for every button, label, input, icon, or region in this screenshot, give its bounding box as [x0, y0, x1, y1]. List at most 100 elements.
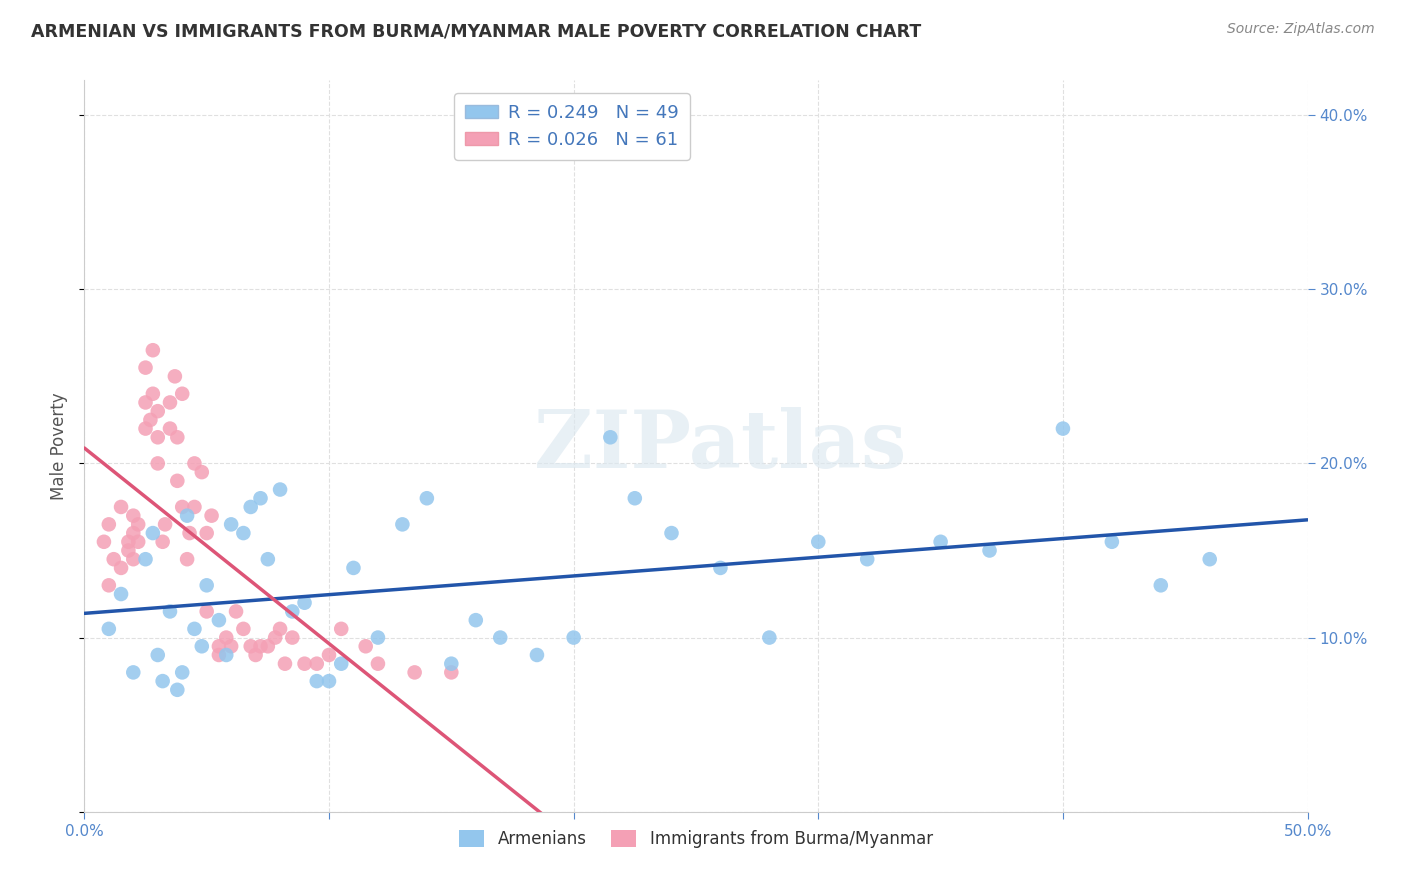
Point	[135, 360, 157, 375]
Point	[176, 552, 198, 566]
Point	[179, 526, 201, 541]
Point	[183, 622, 205, 636]
Point	[97, 622, 120, 636]
Point	[257, 552, 280, 566]
Point	[232, 622, 254, 636]
Point	[110, 561, 132, 575]
Point	[152, 674, 174, 689]
Point	[807, 534, 830, 549]
Point	[294, 657, 316, 671]
Point	[122, 526, 145, 541]
Point	[146, 457, 169, 471]
Point	[294, 596, 316, 610]
Point	[239, 640, 262, 654]
Point	[195, 578, 218, 592]
Point	[232, 526, 254, 541]
Point	[305, 657, 328, 671]
Point	[146, 430, 169, 444]
Point	[215, 631, 238, 645]
Point	[249, 491, 271, 506]
Point	[354, 640, 377, 654]
Point	[464, 613, 486, 627]
Point	[489, 631, 512, 645]
Point	[142, 526, 165, 541]
Point	[110, 587, 132, 601]
Point	[264, 631, 287, 645]
Point	[97, 517, 120, 532]
Point	[661, 526, 683, 541]
Point	[135, 395, 157, 409]
Point	[245, 648, 267, 662]
Point	[208, 640, 231, 654]
Point	[219, 640, 242, 654]
Point	[208, 613, 231, 627]
Point	[166, 682, 188, 697]
Point	[135, 552, 157, 566]
Point	[122, 552, 145, 566]
Point	[195, 526, 218, 541]
Point	[146, 404, 169, 418]
Text: Source: ZipAtlas.com: Source: ZipAtlas.com	[1227, 22, 1375, 37]
Point	[269, 622, 291, 636]
Text: ARMENIAN VS IMMIGRANTS FROM BURMA/MYANMAR MALE POVERTY CORRELATION CHART: ARMENIAN VS IMMIGRANTS FROM BURMA/MYANMA…	[31, 22, 921, 40]
Point	[215, 648, 238, 662]
Point	[117, 534, 139, 549]
Point	[367, 631, 389, 645]
Point	[367, 657, 389, 671]
Point	[163, 369, 186, 384]
Point	[1150, 578, 1173, 592]
Point	[305, 674, 328, 689]
Point	[208, 648, 231, 662]
Point	[176, 508, 198, 523]
Point	[330, 657, 353, 671]
Point	[440, 665, 463, 680]
Point	[127, 534, 149, 549]
Point	[758, 631, 780, 645]
Point	[330, 622, 353, 636]
Point	[709, 561, 731, 575]
Point	[97, 578, 120, 592]
Point	[269, 483, 291, 497]
Point	[172, 386, 194, 401]
Point	[318, 648, 340, 662]
Point	[127, 517, 149, 532]
Point	[110, 500, 132, 514]
Point	[929, 534, 952, 549]
Point	[562, 631, 585, 645]
Point	[416, 491, 439, 506]
Text: ZIPatlas: ZIPatlas	[534, 407, 907, 485]
Point	[122, 508, 145, 523]
Point	[979, 543, 1001, 558]
Point	[183, 500, 205, 514]
Point	[342, 561, 364, 575]
Point	[142, 343, 165, 358]
Point	[281, 604, 304, 618]
Point	[1052, 421, 1074, 435]
Point	[103, 552, 125, 566]
Point	[172, 665, 194, 680]
Point	[142, 386, 165, 401]
Point	[856, 552, 879, 566]
Point	[200, 508, 222, 523]
Point	[152, 534, 174, 549]
Point	[624, 491, 647, 506]
Y-axis label: Male Poverty: Male Poverty	[51, 392, 69, 500]
Point	[172, 500, 194, 514]
Point	[225, 604, 247, 618]
Point	[239, 500, 262, 514]
Point	[249, 640, 271, 654]
Point	[183, 457, 205, 471]
Legend: Armenians, Immigrants from Burma/Myanmar: Armenians, Immigrants from Burma/Myanmar	[453, 823, 939, 855]
Point	[153, 517, 176, 532]
Point	[159, 604, 181, 618]
Point	[135, 421, 157, 435]
Point	[391, 517, 413, 532]
Point	[159, 395, 181, 409]
Point	[139, 413, 162, 427]
Point	[146, 648, 169, 662]
Point	[93, 534, 115, 549]
Point	[117, 543, 139, 558]
Point	[526, 648, 548, 662]
Point	[281, 631, 304, 645]
Point	[219, 517, 242, 532]
